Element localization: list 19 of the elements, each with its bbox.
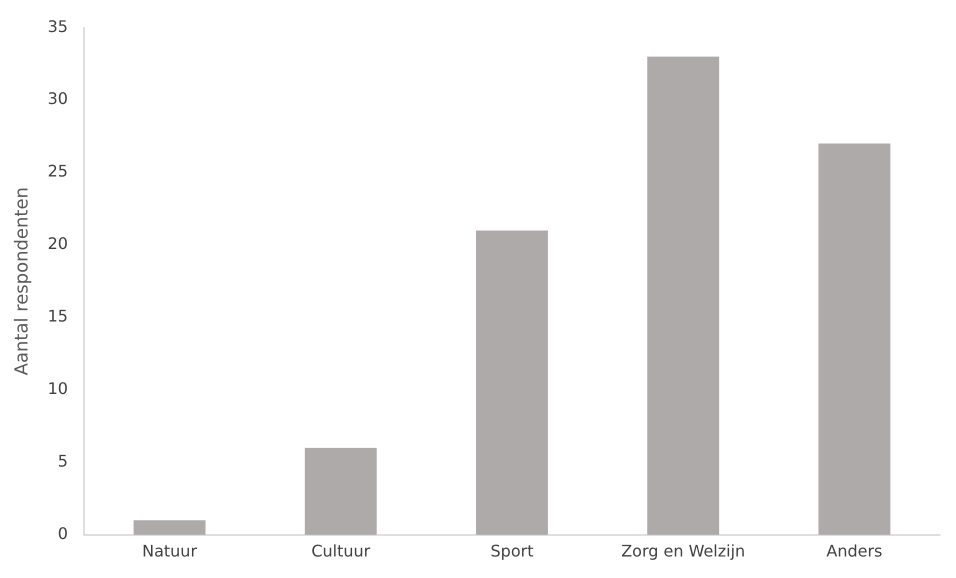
bar [476, 230, 548, 535]
x-tick-label: Anders [826, 542, 882, 561]
y-tick-label: 20 [48, 234, 68, 254]
y-tick-label: 5 [58, 452, 68, 470]
bar [647, 56, 720, 535]
y-tick-label: 10 [48, 379, 68, 398]
x-tick-label: Sport [490, 542, 534, 561]
bar [818, 144, 890, 535]
bar [304, 448, 377, 535]
y-tick-label: 15 [48, 306, 68, 326]
x-tick-label: Natuur [142, 542, 198, 561]
y-tick-label: 30 [48, 89, 68, 108]
y-tick-label: 35 [48, 16, 68, 36]
x-tick-label: Cultuur [311, 542, 371, 561]
y-axis-title: Aantal respondenten [11, 187, 32, 376]
y-tick-label: 25 [48, 162, 68, 181]
bar [134, 520, 206, 535]
y-tick-label: 0 [58, 524, 68, 543]
x-tick-label: Zorg en Welzijn [621, 542, 746, 561]
